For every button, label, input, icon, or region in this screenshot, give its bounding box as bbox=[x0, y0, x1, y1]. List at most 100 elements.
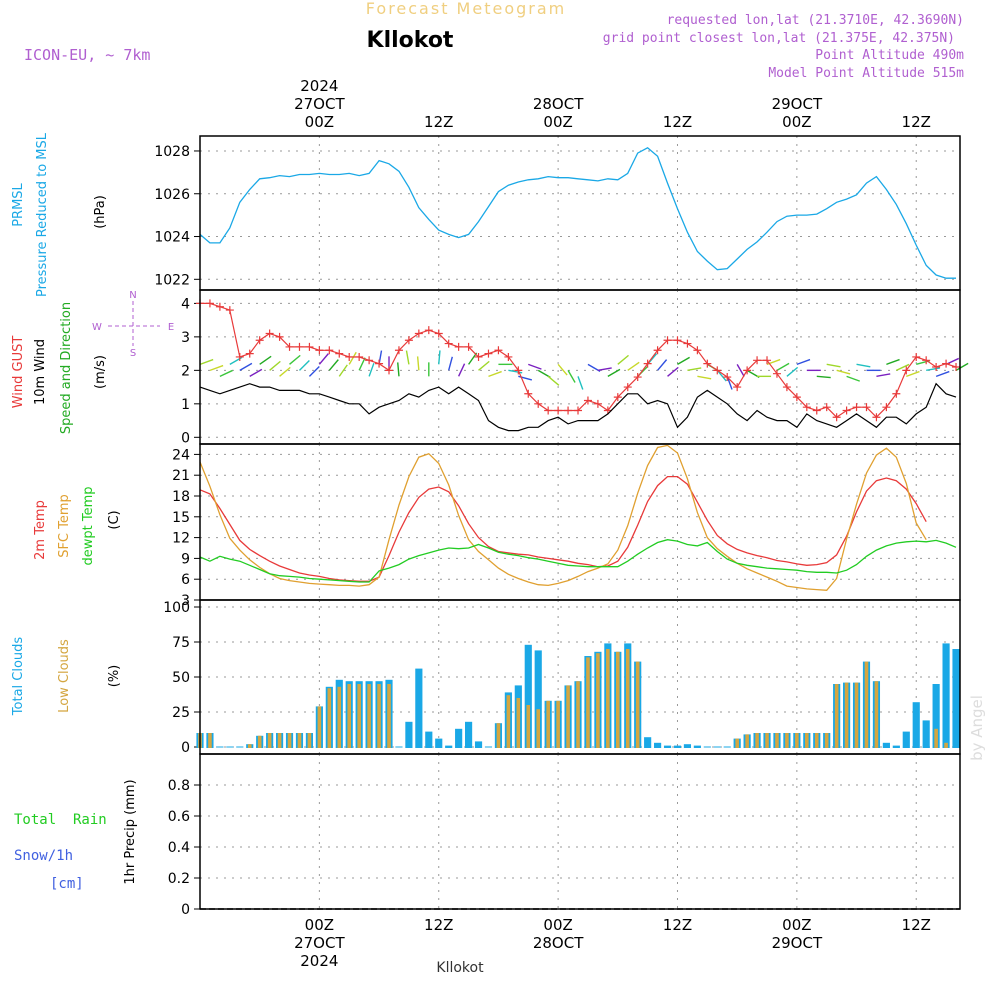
wind-arrow-59 bbox=[786, 366, 799, 377]
wind-arrow-11 bbox=[308, 365, 320, 377]
prmsl-line bbox=[199, 147, 956, 279]
wind-arrow-14 bbox=[338, 364, 348, 377]
low-cloud-bar-56 bbox=[755, 733, 759, 748]
gust-point-27 bbox=[464, 342, 473, 351]
ytick-label-2-6: 21 bbox=[172, 468, 190, 484]
watermark: by Angel bbox=[968, 695, 986, 761]
gust-point-9 bbox=[285, 342, 294, 351]
gust-point-31 bbox=[504, 352, 513, 361]
wind-arrow-35 bbox=[547, 375, 560, 386]
low-cloud-bar-31 bbox=[506, 695, 511, 748]
panel-frame-4 bbox=[199, 753, 961, 910]
gust-point-38 bbox=[574, 406, 583, 415]
wind-arrow-25 bbox=[448, 356, 453, 371]
ytick-label-2-4: 15 bbox=[172, 510, 190, 526]
low-cloud-bar-66 bbox=[854, 682, 859, 748]
low-cloud-bar-35 bbox=[546, 700, 550, 748]
gust-point-67 bbox=[862, 403, 871, 412]
gust-point-28 bbox=[474, 352, 483, 361]
gust-point-1 bbox=[205, 299, 214, 308]
wind-arrow-73 bbox=[926, 367, 941, 372]
gust-point-15 bbox=[345, 352, 354, 361]
compass-s: S bbox=[130, 348, 136, 359]
bottom-hour-4: 00Z bbox=[782, 916, 811, 934]
gust-point-66 bbox=[852, 403, 861, 412]
top-date-4: 29OCT bbox=[772, 95, 823, 113]
ytick-label-3-1: 25 bbox=[172, 705, 190, 721]
gust-point-37 bbox=[564, 406, 573, 415]
gust-point-72 bbox=[912, 352, 921, 361]
low-cloud-bar-18 bbox=[377, 684, 381, 748]
top-date-0: 27OCT bbox=[294, 95, 345, 113]
gust-point-35 bbox=[544, 406, 553, 415]
wind-arrow-26 bbox=[458, 363, 466, 377]
ytick-label-2-5: 18 bbox=[172, 489, 190, 505]
gust-point-48 bbox=[673, 336, 682, 345]
top-hour-4: 00Z bbox=[782, 113, 811, 131]
wind-arrow-10 bbox=[298, 359, 310, 371]
wind-arrow-4 bbox=[239, 362, 253, 371]
label-snow: Snow/1h bbox=[14, 848, 73, 864]
gust-point-64 bbox=[832, 413, 841, 422]
label-percent: (%) bbox=[107, 665, 122, 688]
low-cloud-bar-65 bbox=[844, 682, 849, 748]
ytick-label-0-2: 1026 bbox=[154, 187, 190, 203]
wind-arrow-63 bbox=[826, 363, 841, 368]
wind-arrow-27 bbox=[468, 352, 478, 365]
compass-w: W bbox=[92, 322, 102, 333]
bottom-hour-1: 12Z bbox=[424, 916, 453, 934]
wind-arrow-20 bbox=[397, 362, 400, 377]
product-title: Forecast Meteogram bbox=[366, 0, 566, 18]
label-total-clouds: Total Clouds bbox=[11, 637, 26, 717]
wind-arrow-7 bbox=[269, 360, 281, 371]
low-cloud-bar-14 bbox=[337, 686, 342, 748]
gust-point-40 bbox=[593, 399, 602, 408]
gust-point-53 bbox=[723, 373, 732, 382]
low-cloud-bar-54 bbox=[735, 738, 739, 748]
total-cloud-bar-26 bbox=[455, 728, 463, 748]
low-cloud-bar-1 bbox=[208, 733, 212, 748]
gust-point-49 bbox=[683, 339, 692, 348]
total-cloud-bar-28 bbox=[474, 741, 483, 748]
gust-point-33 bbox=[524, 389, 533, 398]
low-cloud-bar-75 bbox=[944, 742, 948, 748]
low-cloud-bar-9 bbox=[287, 733, 292, 748]
low-cloud-bar-67 bbox=[864, 661, 869, 748]
ytick-label-1-3: 3 bbox=[181, 330, 190, 346]
low-cloud-bar-37 bbox=[566, 685, 570, 748]
label-total-rain: Total Rain bbox=[14, 812, 107, 828]
wind-arrow-54 bbox=[736, 363, 745, 377]
gust-point-26 bbox=[454, 342, 463, 351]
low-cloud-bar-15 bbox=[347, 684, 352, 748]
ytick-label-2-3: 12 bbox=[172, 531, 190, 547]
low-cloud-bar-41 bbox=[606, 649, 610, 748]
low-cloud-bar-74 bbox=[934, 728, 938, 748]
wind-arrow-68 bbox=[876, 373, 891, 378]
gust-point-42 bbox=[613, 393, 622, 402]
low-cloud-bar-68 bbox=[874, 681, 879, 748]
wind-arrow-31 bbox=[508, 369, 523, 374]
gust-point-32 bbox=[514, 366, 523, 375]
gust-point-23 bbox=[424, 326, 433, 335]
total-cloud-bar-72 bbox=[912, 702, 920, 748]
footer-station: Kllokot bbox=[436, 960, 484, 976]
total-cloud-bar-71 bbox=[902, 731, 910, 748]
gust-point-20 bbox=[394, 346, 403, 355]
gust-point-18 bbox=[375, 359, 384, 368]
total-cloud-bar-74 bbox=[932, 684, 940, 748]
gust-point-73 bbox=[922, 356, 931, 365]
top-hour-1: 12Z bbox=[424, 113, 453, 131]
label-direction: Speed and Direction bbox=[59, 302, 74, 434]
ytick-label-1-0: 0 bbox=[181, 430, 190, 446]
low-cloud-bar-6 bbox=[257, 735, 262, 748]
low-cloud-bar-59 bbox=[785, 733, 789, 748]
gust-point-46 bbox=[653, 346, 662, 355]
total-cloud-bar-25 bbox=[445, 745, 453, 748]
wind-arrow-1 bbox=[209, 364, 224, 372]
total-cloud-bar-49 bbox=[683, 744, 692, 748]
gust-point-34 bbox=[534, 399, 543, 408]
ytick-label-2-1: 6 bbox=[181, 572, 190, 588]
wind-arrow-33 bbox=[528, 363, 542, 370]
bottom-date-4: 29OCT bbox=[772, 934, 823, 952]
wind-arrow-60 bbox=[796, 358, 811, 366]
